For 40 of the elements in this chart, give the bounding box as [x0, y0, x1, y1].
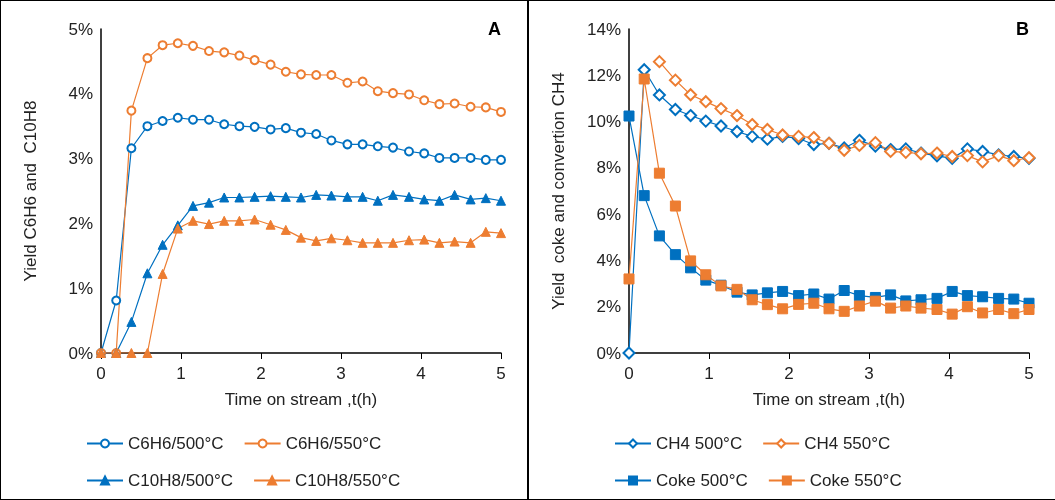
x-tick-label: 5 [1024, 364, 1034, 383]
y-tick-label: 12% [586, 65, 621, 85]
y-tick-label: 10% [586, 112, 621, 132]
legend-label: C10H8/500°C [128, 471, 234, 490]
y-tick-label: 8% [596, 158, 621, 178]
x-tick-label: 3 [336, 364, 346, 383]
x-tick-label: 5 [496, 364, 506, 383]
y-tick-label: 3% [68, 149, 93, 169]
x-axis-title: Time on stream ,t(h) [752, 390, 906, 409]
x-tick-label: 4 [416, 364, 426, 383]
legend-label: CH4 550°C [804, 434, 891, 453]
y-tick-label: 0% [596, 343, 621, 363]
y-tick-label: 4% [596, 250, 621, 270]
y-tick-label: 2% [596, 297, 621, 317]
x-axis-title: Time on stream ,t(h) [224, 390, 378, 409]
x-tick-label: 4 [944, 364, 954, 383]
y-tick-label: 2% [68, 213, 93, 233]
y-tick-label: 6% [596, 204, 621, 224]
y-tick-label: 0% [68, 343, 93, 363]
legend-label: Coke 500°C [656, 471, 748, 490]
legend-label: CH4 500°C [656, 434, 743, 453]
x-tick-label: 0 [96, 364, 106, 383]
x-tick-label: 1 [176, 364, 186, 383]
y-tick-label: 1% [68, 278, 93, 298]
x-tick-label: 3 [864, 364, 874, 383]
legend-label: C10H8/550°C [295, 471, 401, 490]
x-tick-label: 2 [784, 364, 794, 383]
y-axis-title: Yield C6H6 and C10H8 [21, 100, 40, 282]
y-tick-label: 4% [68, 84, 93, 104]
x-tick-label: 1 [704, 364, 714, 383]
x-tick-label: 0 [624, 364, 634, 383]
chart-title: A [488, 19, 501, 39]
legend-label: C6H6/500°C [128, 434, 224, 453]
legend-label: Coke 550°C [809, 471, 902, 490]
y-axis-title: Yield coke and convertion CH4 [549, 72, 568, 310]
y-tick-label: 5% [68, 19, 93, 39]
x-tick-label: 2 [256, 364, 266, 383]
legend-label: C6H6/550°C [285, 434, 382, 453]
chart-title: B [1016, 19, 1029, 39]
y-tick-label: 14% [586, 19, 621, 39]
